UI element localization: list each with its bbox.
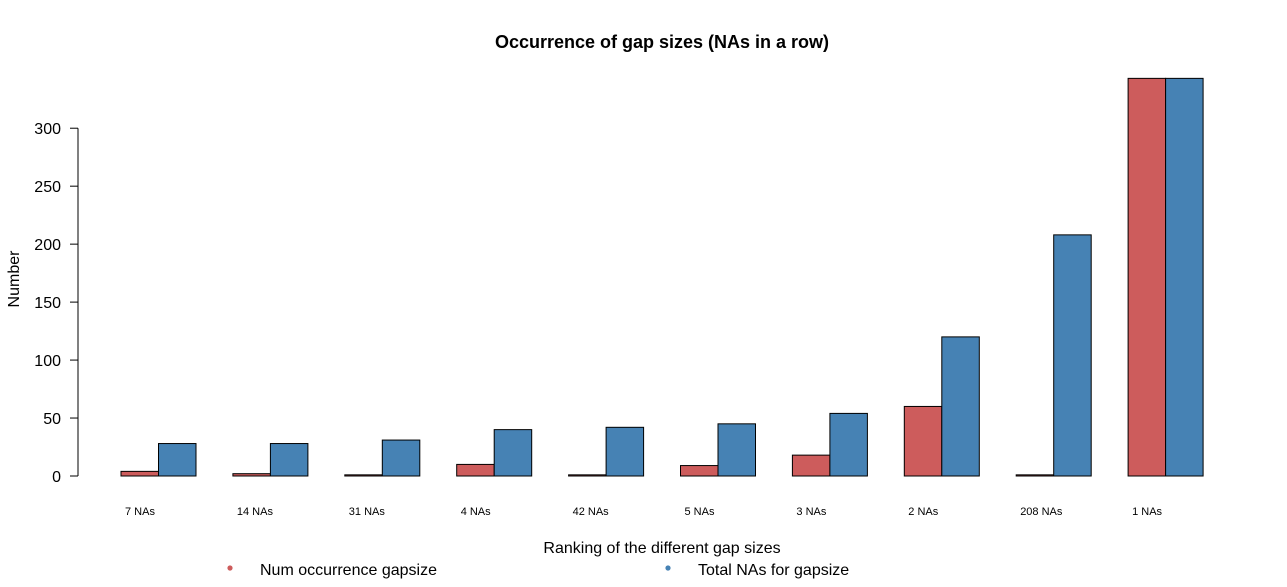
chart-title: Occurrence of gap sizes (NAs in a row) [495, 32, 829, 52]
y-tick-label: 0 [52, 469, 61, 486]
y-tick-label: 200 [34, 237, 61, 254]
bar-total-nas-3 [493, 429, 533, 477]
x-tick-label: 5 NAs [685, 506, 715, 518]
bar-total-nas-2 [381, 439, 421, 477]
x-axis-label: Ranking of the different gap sizes [543, 540, 780, 557]
x-tick-label: 4 NAs [461, 506, 491, 518]
bar-num-occurrence-4 [568, 474, 607, 477]
y-tick-label: 150 [34, 295, 61, 312]
bar-num-occurrence-0 [120, 470, 159, 477]
bar-num-occurrence-8 [1015, 474, 1055, 477]
x-tick-labels: 7 NAs 14 NAs 31 NAs 4 NAs 42 NAs 5 NAs 3 NAs 2 … [125, 506, 1163, 518]
y-tick-label: 100 [34, 353, 61, 370]
x-tick-label: 3 NAs [796, 506, 826, 518]
bar-num-occurrence-7 [903, 405, 943, 477]
x-tick-label: 208 NAs [1020, 506, 1063, 518]
legend-swatch [665, 565, 671, 571]
bar-total-nas-0 [158, 443, 197, 477]
x-tick-label: 31 NAs [349, 506, 386, 518]
y-tick-label: 50 [43, 411, 61, 428]
bar-num-occurrence-5 [680, 465, 719, 477]
bar-num-occurrence-3 [456, 463, 495, 477]
x-tick-label: 2 NAs [908, 506, 938, 518]
bar-total-nas-7 [941, 336, 980, 477]
legend-swatch [227, 565, 233, 571]
bar-total-nas-9 [1165, 77, 1204, 477]
x-tick-label: 14 NAs [237, 506, 274, 518]
bar-total-nas-4 [605, 426, 645, 477]
bar-total-nas-6 [829, 412, 868, 477]
y-axis-label: Number [6, 250, 23, 308]
x-tick-label: 7 NAs [125, 506, 155, 518]
legend-label: Num occurrence gapsize [260, 562, 437, 579]
bar-num-occurrence-1 [232, 473, 271, 477]
bar-total-nas-5 [717, 423, 756, 477]
y-axis: 0 50 100 150 200 250 300 [34, 121, 79, 486]
bar-num-occurrence-2 [344, 474, 383, 477]
y-tick-label: 250 [34, 179, 61, 196]
y-tick-label: 300 [34, 121, 61, 138]
legend: Num occurrence gapsize Total NAs for gaps… [227, 562, 849, 579]
x-tick-label: 42 NAs [573, 506, 610, 518]
bar-num-occurrence-6 [791, 454, 831, 477]
bar-total-nas-8 [1053, 234, 1092, 477]
bars [120, 77, 1204, 477]
legend-label: Total NAs for gapsize [698, 562, 849, 579]
x-tick-label: 1 NAs [1132, 506, 1162, 518]
bar-num-occurrence-9 [1127, 77, 1167, 477]
bar-total-nas-1 [269, 443, 309, 477]
